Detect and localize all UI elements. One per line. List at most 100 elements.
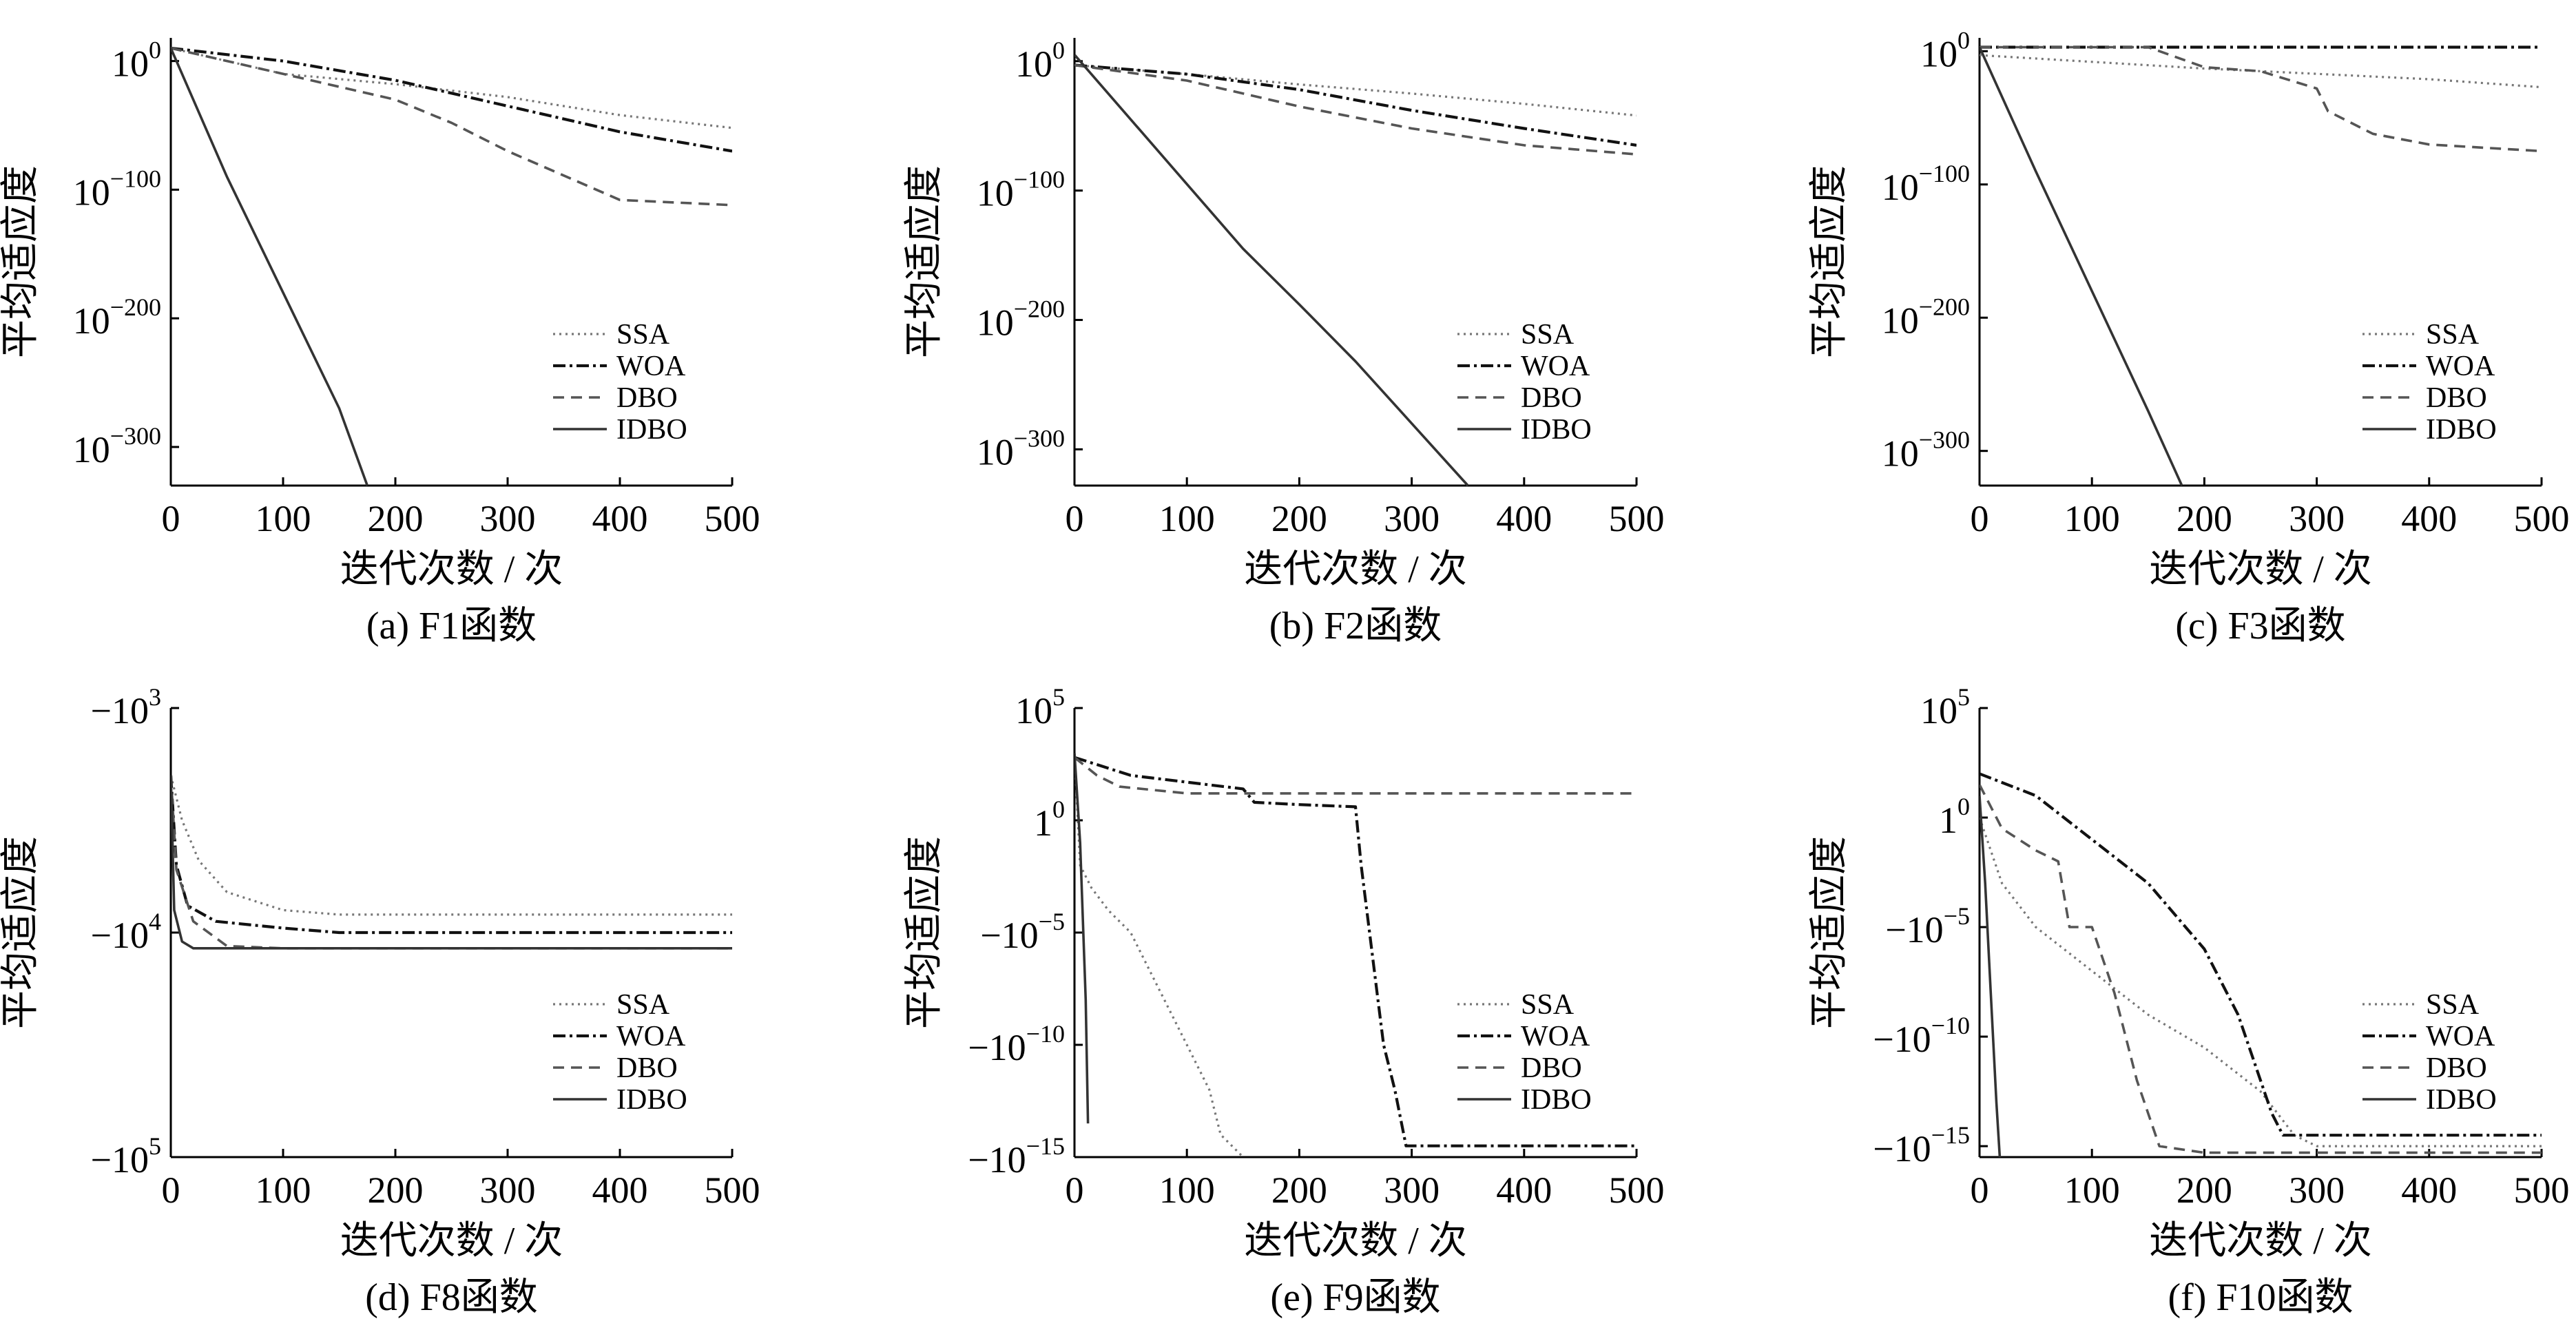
x-tick-label: 500 bbox=[2514, 1170, 2570, 1211]
x-tick-label: 300 bbox=[1384, 1170, 1440, 1211]
x-tick-label: 100 bbox=[1159, 1170, 1215, 1211]
y-tick-label: −10−10 bbox=[968, 1020, 1065, 1068]
legend-label-woa: WOA bbox=[2426, 351, 2495, 382]
legend-label-ssa: SSA bbox=[616, 989, 670, 1021]
x-tick-label: 300 bbox=[480, 498, 536, 539]
y-tick-label: 10−100 bbox=[73, 165, 161, 213]
x-axis-label: 迭代次数 / 次 bbox=[1244, 548, 1467, 591]
x-tick-label: 500 bbox=[1609, 1170, 1665, 1211]
legend-label-dbo: DBO bbox=[616, 1052, 678, 1084]
y-tick-label: 10 bbox=[1034, 796, 1065, 844]
chart-f: 0 100 200 300 400 500 105 10 −10−5 −10−10 −10−15 SS… bbox=[1808, 683, 2570, 1319]
legend-label-dbo: DBO bbox=[1521, 1052, 1582, 1084]
series-line-woa bbox=[1980, 772, 2542, 1137]
legend-label-woa: WOA bbox=[1521, 1021, 1590, 1052]
series-line-idbo bbox=[1980, 46, 2183, 486]
y-tick-label: 10−100 bbox=[977, 166, 1065, 214]
y-tick-label: 10−200 bbox=[977, 295, 1065, 344]
legend-label-dbo: DBO bbox=[2426, 1052, 2487, 1084]
series-line-dbo bbox=[171, 775, 732, 950]
series-line-dbo bbox=[1980, 45, 2542, 153]
x-axis-label: 迭代次数 / 次 bbox=[340, 548, 563, 591]
legend-label-ssa: SSA bbox=[1521, 319, 1575, 351]
series-line-dbo bbox=[1074, 63, 1637, 156]
x-tick-label: 500 bbox=[1609, 498, 1665, 539]
y-tick-label: 10 bbox=[1939, 793, 1970, 841]
x-tick-label: 300 bbox=[1384, 498, 1440, 539]
series-line-idbo bbox=[1074, 753, 1090, 1124]
y-tick-label: 100 bbox=[1015, 37, 1065, 85]
series-line-idbo bbox=[1074, 54, 1469, 487]
y-tick-label: −105 bbox=[91, 1132, 161, 1181]
series-line-idbo bbox=[171, 48, 368, 486]
chart-caption: (b) F2函数 bbox=[1269, 605, 1442, 647]
series-line-woa bbox=[171, 775, 732, 935]
y-tick-label: 100 bbox=[1920, 26, 1970, 74]
legend-label-idbo: IDBO bbox=[2426, 1084, 2497, 1116]
legend-label-idbo: IDBO bbox=[616, 1084, 687, 1116]
x-tick-label: 0 bbox=[1971, 498, 1989, 539]
series-line-woa bbox=[171, 46, 732, 153]
legend-label-idbo: IDBO bbox=[1521, 1084, 1592, 1116]
y-tick-label: −10−5 bbox=[980, 908, 1065, 956]
series-line-dbo bbox=[171, 47, 732, 207]
x-tick-label: 300 bbox=[2289, 1170, 2345, 1211]
x-tick-label: 0 bbox=[162, 498, 180, 539]
series-line-idbo bbox=[1980, 796, 2002, 1158]
series-line-dbo bbox=[1074, 756, 1637, 795]
series-line-ssa bbox=[1980, 54, 2542, 89]
x-axis-label: 迭代次数 / 次 bbox=[340, 1220, 563, 1262]
x-tick-label: 100 bbox=[1159, 498, 1215, 539]
x-axis-label: 迭代次数 / 次 bbox=[1244, 1220, 1467, 1262]
x-tick-label: 0 bbox=[1066, 1170, 1084, 1211]
x-tick-label: 200 bbox=[368, 498, 424, 539]
y-tick-label: −10−10 bbox=[1873, 1012, 1970, 1060]
x-tick-label: 500 bbox=[705, 1170, 760, 1211]
x-tick-label: 100 bbox=[2064, 1170, 2120, 1211]
x-tick-label: 200 bbox=[1271, 1170, 1327, 1211]
x-tick-label: 200 bbox=[368, 1170, 424, 1211]
series-line-ssa bbox=[1074, 63, 1637, 117]
x-tick-label: 200 bbox=[2177, 498, 2232, 539]
legend-label-dbo: DBO bbox=[1521, 382, 1582, 414]
y-tick-label: −103 bbox=[91, 683, 161, 731]
x-tick-label: 400 bbox=[2401, 498, 2457, 539]
x-tick-label: 100 bbox=[256, 498, 311, 539]
series-line-ssa bbox=[171, 47, 732, 129]
x-tick-label: 300 bbox=[480, 1170, 536, 1211]
x-tick-label: 200 bbox=[2177, 1170, 2232, 1211]
y-tick-label: 100 bbox=[112, 37, 161, 85]
y-axis-label: 平均适应度 bbox=[1808, 836, 1851, 1029]
chart-caption: (c) F3函数 bbox=[2175, 605, 2345, 647]
y-tick-label: −10−15 bbox=[1873, 1121, 1970, 1170]
x-tick-label: 400 bbox=[592, 498, 648, 539]
chart-b: 0 100 200 300 400 500 100 10−100 10−200 10−300 SSA… bbox=[903, 37, 1665, 647]
series-line-idbo bbox=[171, 775, 732, 950]
legend-label-ssa: SSA bbox=[2426, 319, 2480, 351]
chart-c: 0 100 200 300 400 500 100 10−100 10−200 10−300 SSA… bbox=[1808, 26, 2570, 647]
y-tick-label: 10−100 bbox=[1882, 160, 1970, 208]
y-tick-label: 105 bbox=[1015, 683, 1065, 731]
x-tick-label: 400 bbox=[1496, 1170, 1552, 1211]
series-line-ssa bbox=[1074, 753, 1244, 1158]
chart-caption: (e) F9函数 bbox=[1270, 1276, 1440, 1319]
legend-label-ssa: SSA bbox=[2426, 989, 2480, 1021]
legend-label-ssa: SSA bbox=[1521, 989, 1575, 1021]
legend-label-woa: WOA bbox=[1521, 351, 1590, 382]
legend-label-woa: WOA bbox=[616, 351, 686, 382]
series-line-ssa bbox=[1980, 817, 2542, 1147]
chart-a: 0 100 200 300 400 500 100 10−100 10−200 10−300 SSA… bbox=[0, 37, 760, 647]
y-tick-label: −104 bbox=[91, 908, 161, 956]
x-tick-label: 400 bbox=[592, 1170, 648, 1211]
y-tick-label: 10−200 bbox=[73, 293, 161, 342]
x-tick-label: 400 bbox=[1496, 498, 1552, 539]
x-tick-label: 300 bbox=[2289, 498, 2345, 539]
y-tick-label: 10−300 bbox=[1882, 426, 1970, 475]
x-axis-label: 迭代次数 / 次 bbox=[2149, 548, 2372, 591]
y-tick-label: 10−300 bbox=[73, 422, 161, 470]
